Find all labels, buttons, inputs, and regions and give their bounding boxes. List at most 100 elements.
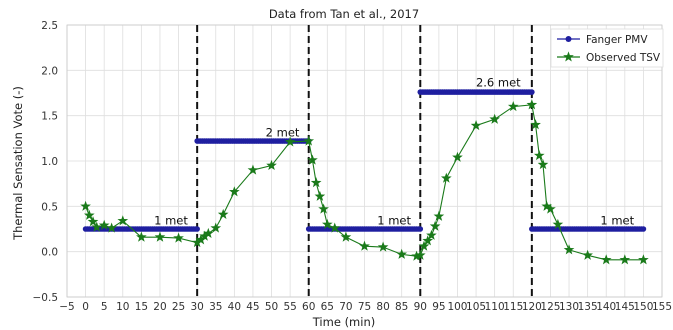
tsv-point xyxy=(552,218,564,229)
tsv-point xyxy=(310,177,322,188)
x-tick-label: 50 xyxy=(265,301,278,313)
tsv-point xyxy=(217,208,229,220)
tsv-point xyxy=(600,254,612,265)
tsv-point xyxy=(507,101,519,112)
x-tick-label: 150 xyxy=(633,301,653,313)
tsv-point xyxy=(266,159,277,171)
x-tick-label: 140 xyxy=(596,301,616,313)
y-tick-label: 0.5 xyxy=(41,201,58,213)
tsv-point xyxy=(545,203,556,214)
x-tick-label: 55 xyxy=(283,301,296,313)
met-annotation: 1 met xyxy=(377,213,411,227)
tsv-point xyxy=(199,230,210,241)
tsv-point xyxy=(284,136,296,147)
x-tick-label: 75 xyxy=(358,301,371,313)
met-annotation: 2.6 met xyxy=(476,76,521,90)
x-tick-label: 130 xyxy=(559,301,579,313)
plot-frame xyxy=(66,24,663,298)
legend-label-tsv: Observed TSV xyxy=(586,52,661,64)
pmv-point xyxy=(529,89,535,95)
met-annotation: 1 met xyxy=(154,213,188,227)
x-tick-label: 70 xyxy=(339,301,352,313)
tsv-point xyxy=(136,231,147,242)
tsv-point xyxy=(533,149,545,161)
tsv-point xyxy=(229,186,240,197)
y-tick-label: 2.5 xyxy=(41,20,58,32)
tsv-point xyxy=(418,240,430,251)
tsv-point xyxy=(638,254,649,265)
x-tick-label: 10 xyxy=(116,301,129,313)
tsv-point xyxy=(117,215,129,226)
pmv-point xyxy=(640,226,647,232)
tsv-point xyxy=(91,221,103,232)
legend-pmv-marker xyxy=(565,36,572,42)
tsv-point xyxy=(314,190,326,201)
x-tick-label: 110 xyxy=(485,301,505,313)
tsv-point xyxy=(396,248,408,259)
tsv-point xyxy=(83,209,95,220)
tsv-point xyxy=(202,227,214,239)
x-tick-label: 0 xyxy=(82,301,89,313)
x-tick-label: 25 xyxy=(172,301,185,313)
x-tick-label: 60 xyxy=(302,301,315,313)
legend-tsv-marker xyxy=(563,51,574,62)
tsv-point xyxy=(303,135,315,146)
x-tick-label: 30 xyxy=(190,301,203,313)
tsv-point xyxy=(340,231,352,242)
tsv-point xyxy=(452,151,463,162)
x-tick-label: 5 xyxy=(101,301,108,313)
tsv-point xyxy=(440,172,452,183)
x-tick-label: 100 xyxy=(447,301,467,313)
x-tick-label: 120 xyxy=(522,301,542,313)
tsv-point xyxy=(173,232,184,243)
x-tick-label: 45 xyxy=(246,301,259,313)
x-tick-label: 155 xyxy=(652,301,672,313)
x-axis-ticks: −5 0 5 10 15 20 25 30 35 40 45 50 55 60 65 70 75 80 85 90 95… xyxy=(59,301,672,313)
x-tick-label: 90 xyxy=(414,301,427,313)
pmv-point xyxy=(194,226,200,232)
tsv-point xyxy=(541,200,553,211)
y-tick-label: 2.0 xyxy=(41,65,58,77)
x-tick-label: 115 xyxy=(503,301,523,313)
tsv-point xyxy=(526,99,538,110)
tsv-point xyxy=(98,219,110,230)
tsv-point xyxy=(321,218,333,229)
tsv-point xyxy=(470,120,482,131)
legend-box xyxy=(550,28,664,68)
tsv-point xyxy=(154,231,166,242)
legend: Fanger PMV Observed TSV xyxy=(550,28,664,68)
tsv-point xyxy=(489,113,500,124)
y-tick-label: 1.0 xyxy=(41,156,58,168)
x-tick-label: 20 xyxy=(153,301,166,313)
tsv-point xyxy=(195,234,207,245)
chart-title: Data from Tan et al., 2017 xyxy=(269,7,419,21)
tsv-point xyxy=(422,235,434,246)
y-axis-label: Thermal Sensation Vote (-) xyxy=(11,86,25,241)
phase-boundaries xyxy=(196,25,533,297)
tsv-point xyxy=(247,164,259,175)
x-tick-label: −5 xyxy=(59,301,74,313)
tsv-point xyxy=(414,249,426,260)
tsv-point xyxy=(329,222,341,233)
x-tick-label: 40 xyxy=(228,301,241,313)
x-tick-label: 125 xyxy=(540,301,560,313)
tsv-point xyxy=(537,159,549,170)
x-tick-label: 135 xyxy=(578,301,598,313)
tsv-point xyxy=(307,154,318,165)
tsv-point xyxy=(530,119,541,130)
met-annotations: 1 met 2 met 1 met 2.6 met 1 met xyxy=(154,76,634,228)
tsv-point xyxy=(106,222,117,233)
legend-label-pmv: Fanger PMV xyxy=(586,34,648,46)
met-annotation: 2 met xyxy=(266,126,300,140)
tsv-point xyxy=(563,244,575,255)
x-tick-label: 105 xyxy=(466,301,486,313)
tsv-point xyxy=(318,203,329,214)
x-tick-label: 15 xyxy=(135,301,148,313)
met-annotation: 1 met xyxy=(600,213,634,227)
x-tick-label: 65 xyxy=(321,301,334,313)
tsv-point xyxy=(582,249,593,260)
tsv-point xyxy=(619,254,631,265)
tsv-point xyxy=(80,200,91,211)
x-tick-label: 145 xyxy=(615,301,635,313)
